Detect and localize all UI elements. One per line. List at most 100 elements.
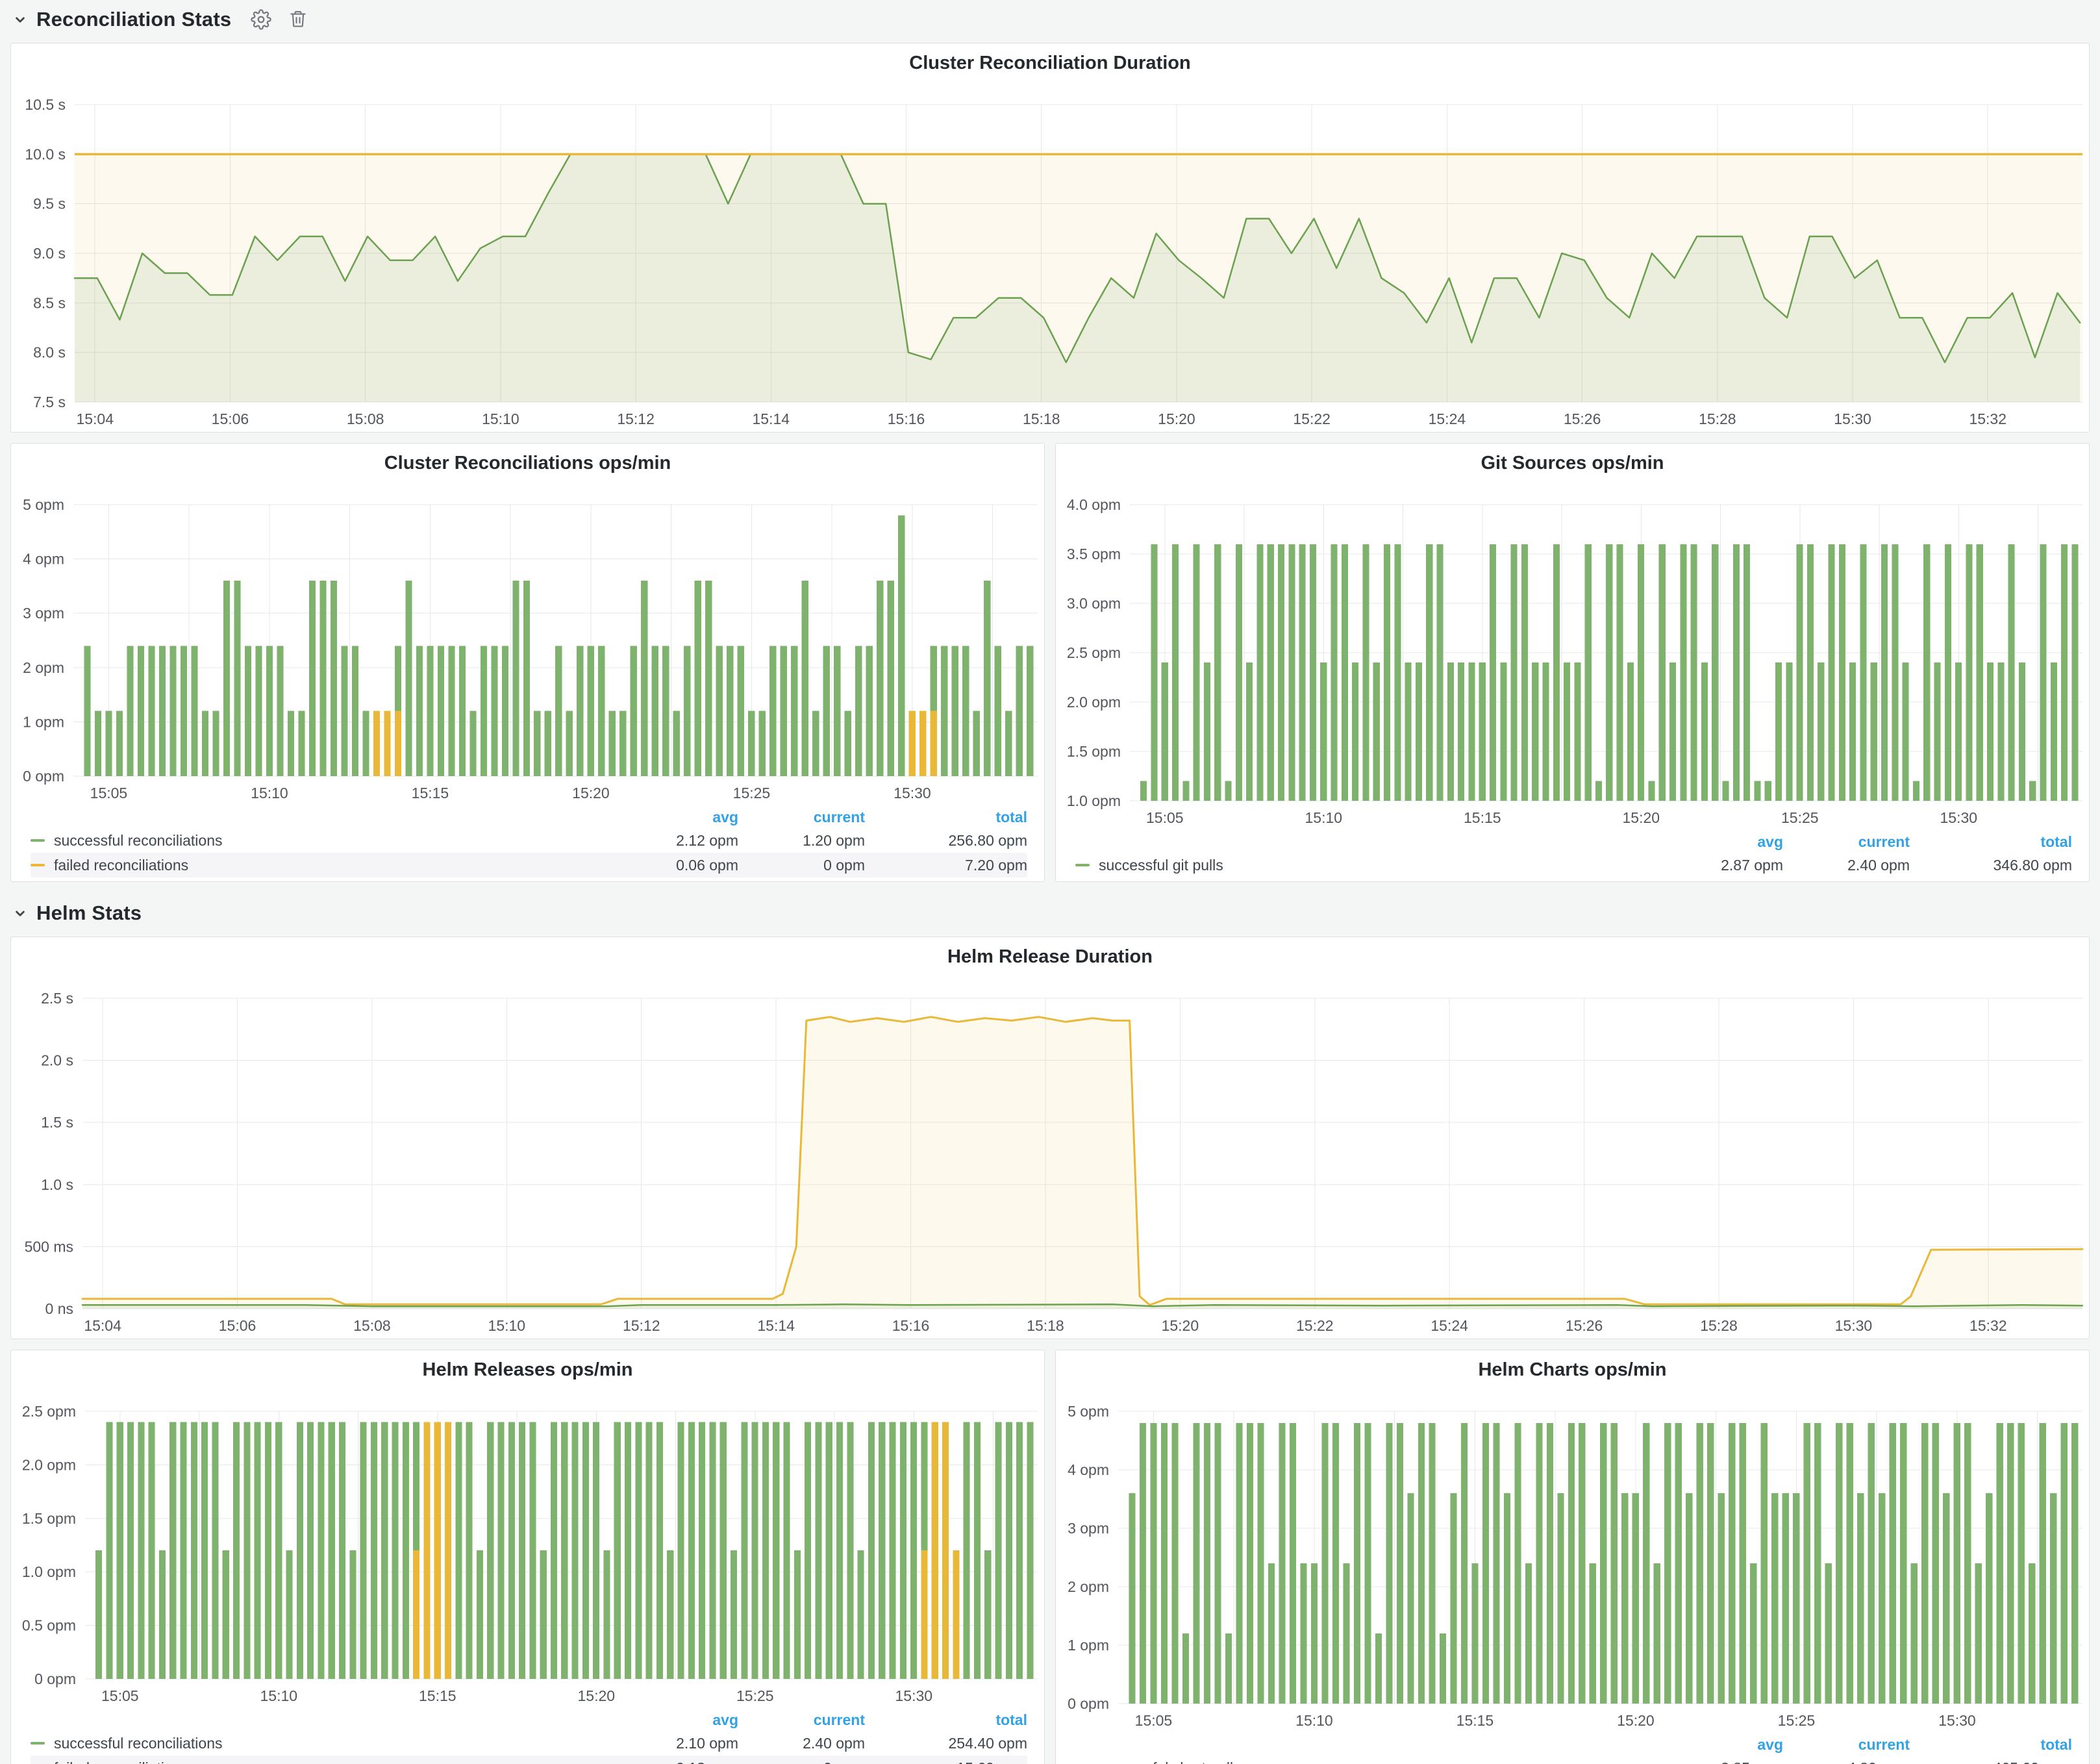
bar-chart-cluster-reconciliations[interactable]: 0 opm1 opm2 opm3 opm4 opm5 opm15:0515:10… xyxy=(11,483,1044,806)
stat-total: 254.40 opm xyxy=(865,1735,1027,1752)
panel-title[interactable]: Helm Release Duration xyxy=(11,937,2089,976)
panel-helm-charts-opm: Helm Charts ops/min 0 opm1 opm2 opm3 opm… xyxy=(1055,1350,2090,1764)
section-header-reconciliation-stats[interactable]: Reconciliation Stats xyxy=(12,5,2090,34)
gear-icon[interactable] xyxy=(251,9,271,30)
svg-text:15:22: 15:22 xyxy=(1293,410,1331,427)
svg-text:10.5 s: 10.5 s xyxy=(25,96,66,113)
svg-text:2.0 s: 2.0 s xyxy=(41,1052,73,1069)
legend-header-total[interactable]: total xyxy=(865,1711,1027,1729)
stat-avg: 3.85 opm xyxy=(1650,1759,1783,1764)
svg-text:1.0 opm: 1.0 opm xyxy=(1067,792,1121,809)
svg-text:15:15: 15:15 xyxy=(412,785,449,801)
svg-text:15:06: 15:06 xyxy=(212,410,249,427)
svg-text:2.5 s: 2.5 s xyxy=(41,990,73,1007)
svg-text:15:20: 15:20 xyxy=(1623,809,1660,826)
panel-title[interactable]: Cluster Reconciliation Duration xyxy=(11,44,2089,82)
panel-helm-releases-opm: Helm Releases ops/min 0 opm0.5 opm1.0 op… xyxy=(10,1350,1045,1764)
svg-text:15:18: 15:18 xyxy=(1027,1317,1064,1334)
stat-avg: 0.13 opm xyxy=(605,1759,738,1764)
svg-text:15:10: 15:10 xyxy=(251,785,288,801)
svg-text:15:05: 15:05 xyxy=(1135,1712,1173,1729)
svg-text:15:18: 15:18 xyxy=(1023,410,1060,427)
legend-header-avg[interactable]: avg xyxy=(1650,833,1783,851)
svg-text:15:25: 15:25 xyxy=(1778,1712,1816,1729)
svg-text:15:10: 15:10 xyxy=(1295,1712,1333,1729)
legend-header-total[interactable]: total xyxy=(1910,833,2072,851)
bar-chart-git-sources[interactable]: 1.0 opm1.5 opm2.0 opm2.5 opm3.0 opm3.5 o… xyxy=(1056,483,2089,831)
svg-text:15:30: 15:30 xyxy=(1938,1712,1976,1729)
legend-label[interactable]: successful git pulls xyxy=(1099,857,1223,874)
legend: avg current total successful chart pulls… xyxy=(1056,1733,2089,1764)
legend-header-avg[interactable]: avg xyxy=(1650,1736,1783,1754)
svg-text:500 ms: 500 ms xyxy=(25,1238,73,1255)
bar-chart-helm-releases[interactable]: 0 opm0.5 opm1.0 opm1.5 opm2.0 opm2.5 opm… xyxy=(11,1389,1044,1709)
legend-row-successful-reconciliations: successful reconciliations 2.10 opm 2.40… xyxy=(31,1731,1027,1756)
stat-avg: 2.12 opm xyxy=(605,832,738,850)
legend-label[interactable]: successful chart pulls xyxy=(1099,1759,1241,1764)
chevron-down-icon[interactable] xyxy=(12,11,29,28)
svg-text:3 opm: 3 opm xyxy=(1068,1520,1109,1537)
line-chart-helm-release-duration[interactable]: 0 ns500 ms1.0 s1.5 s2.0 s2.5 s15:0415:06… xyxy=(11,976,2089,1339)
svg-text:15:25: 15:25 xyxy=(733,785,771,801)
panel-title[interactable]: Cluster Reconciliations ops/min xyxy=(11,444,1044,483)
legend-header-current[interactable]: current xyxy=(1783,833,1910,851)
svg-text:0 opm: 0 opm xyxy=(23,768,64,785)
stat-current: 0 opm xyxy=(738,857,865,874)
svg-text:15:10: 15:10 xyxy=(1305,809,1343,826)
dashboard-page: Reconciliation Stats Cluster Reconciliat… xyxy=(0,5,2100,1764)
stat-total: 256.80 opm xyxy=(865,832,1027,850)
svg-text:15:04: 15:04 xyxy=(76,410,114,427)
svg-text:15:15: 15:15 xyxy=(419,1687,456,1704)
svg-text:5 opm: 5 opm xyxy=(23,496,64,513)
legend-header-total[interactable]: total xyxy=(1910,1736,2072,1754)
svg-text:8.5 s: 8.5 s xyxy=(33,294,66,311)
legend-label[interactable]: successful reconciliations xyxy=(54,1735,223,1752)
svg-text:5 opm: 5 opm xyxy=(1068,1403,1109,1420)
section-header-helm-stats[interactable]: Helm Stats xyxy=(12,899,2090,927)
line-chart-cluster-reconciliation-duration[interactable]: 7.5 s8.0 s8.5 s9.0 s9.5 s10.0 s10.5 s15:… xyxy=(11,82,2089,432)
svg-text:2.5 opm: 2.5 opm xyxy=(1067,644,1121,661)
legend-header: avg current total xyxy=(1075,831,2072,853)
svg-text:15:20: 15:20 xyxy=(1162,1317,1199,1334)
legend-header-current[interactable]: current xyxy=(1783,1736,1910,1754)
svg-text:4 opm: 4 opm xyxy=(23,551,64,568)
svg-text:9.0 s: 9.0 s xyxy=(33,245,66,262)
legend-header-avg[interactable]: avg xyxy=(605,809,738,826)
svg-text:15:25: 15:25 xyxy=(736,1687,774,1704)
trash-icon[interactable] xyxy=(288,9,309,30)
legend-header-current[interactable]: current xyxy=(738,809,865,826)
panel-title[interactable]: Helm Charts ops/min xyxy=(1056,1350,2089,1389)
legend-header-avg[interactable]: avg xyxy=(605,1711,738,1729)
section-title[interactable]: Helm Stats xyxy=(36,901,142,925)
svg-text:15:10: 15:10 xyxy=(482,410,519,427)
svg-text:15:26: 15:26 xyxy=(1566,1317,1603,1334)
stat-avg: 0.06 opm xyxy=(605,857,738,874)
chevron-down-icon[interactable] xyxy=(12,905,29,922)
svg-text:15:25: 15:25 xyxy=(1781,809,1819,826)
svg-text:3.0 opm: 3.0 opm xyxy=(1067,595,1121,612)
legend-label[interactable]: successful reconciliations xyxy=(54,832,223,850)
svg-text:1.5 opm: 1.5 opm xyxy=(22,1510,76,1527)
svg-text:15:30: 15:30 xyxy=(1940,809,1978,826)
svg-text:1 opm: 1 opm xyxy=(1068,1637,1109,1654)
svg-text:15:05: 15:05 xyxy=(101,1687,139,1704)
legend-label[interactable]: failed reconciliations xyxy=(54,857,188,874)
svg-text:15:05: 15:05 xyxy=(1146,809,1184,826)
stat-total: 7.20 opm xyxy=(865,857,1027,874)
panel-title[interactable]: Git Sources ops/min xyxy=(1056,444,2089,483)
legend: avg current total successful reconciliat… xyxy=(11,806,1044,881)
svg-text:15:08: 15:08 xyxy=(347,410,384,427)
svg-text:15:24: 15:24 xyxy=(1431,1317,1468,1334)
section-title[interactable]: Reconciliation Stats xyxy=(36,8,231,31)
panel-title[interactable]: Helm Releases ops/min xyxy=(11,1350,1044,1389)
stat-current: 2.40 opm xyxy=(738,1735,865,1752)
svg-text:15:32: 15:32 xyxy=(1969,410,2006,427)
svg-text:15:22: 15:22 xyxy=(1296,1317,1334,1334)
series-color-dash xyxy=(31,864,45,866)
legend-header-total[interactable]: total xyxy=(865,809,1027,826)
legend-header-current[interactable]: current xyxy=(738,1711,865,1729)
svg-text:15:20: 15:20 xyxy=(1158,410,1195,427)
svg-text:15:30: 15:30 xyxy=(1834,410,1871,427)
legend-label[interactable]: failed reconciliations xyxy=(54,1759,188,1764)
bar-chart-helm-charts[interactable]: 0 opm1 opm2 opm3 opm4 opm5 opm15:0515:10… xyxy=(1056,1389,2089,1733)
